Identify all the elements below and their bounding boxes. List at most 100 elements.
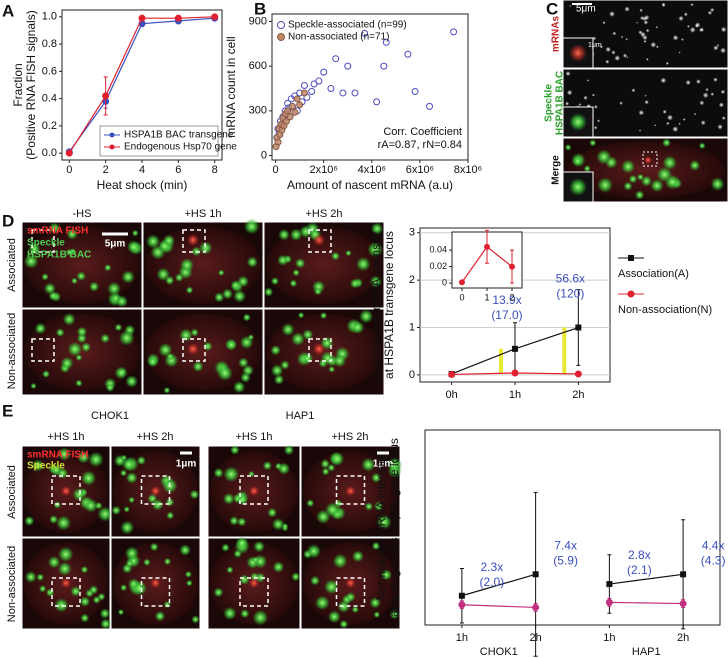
spot: [121, 270, 135, 284]
spot: [56, 515, 72, 531]
x-tick-label: 1: [484, 292, 489, 302]
spot: [282, 523, 289, 530]
spot: [720, 47, 727, 54]
spot: [67, 341, 83, 357]
scatter-point: [411, 87, 419, 95]
spot: [720, 89, 726, 95]
spot: [233, 549, 243, 559]
spot: [361, 457, 376, 472]
spot: [179, 328, 193, 343]
spot: [217, 269, 225, 277]
spot: [681, 38, 684, 41]
spot: [104, 263, 112, 272]
x-tick-label: 6x10⁶: [406, 164, 434, 176]
legend-label: HSPA1B BAC transgene: [124, 130, 234, 141]
marker: [575, 324, 582, 331]
plot-frame: [424, 429, 721, 626]
spot: [76, 333, 87, 344]
spot: [223, 466, 240, 483]
spot: [65, 248, 74, 257]
spot: [291, 572, 301, 582]
fold-label: (2.1): [627, 563, 652, 577]
scatter-point: [274, 138, 282, 146]
spot: [710, 92, 715, 96]
scatter-point: [344, 62, 352, 70]
spot: [179, 257, 194, 273]
spot: [24, 571, 37, 583]
spot: [320, 458, 331, 469]
spot: [80, 470, 97, 486]
micrographs: [21, 0, 728, 630]
spot: [705, 87, 709, 92]
spot: [345, 486, 356, 496]
column-label: +HS 1h: [185, 208, 222, 220]
y-tick-label: 1: [409, 321, 415, 333]
spot: [30, 382, 37, 390]
spot: [314, 287, 322, 296]
marker: [679, 600, 687, 608]
y-tick-label: 0.0: [42, 147, 57, 159]
spot: [569, 4, 572, 7]
fold-label: (17.0): [491, 308, 522, 322]
spot: [154, 610, 166, 622]
roi-box: [182, 229, 206, 253]
spot: [120, 520, 135, 535]
marker: [512, 345, 518, 352]
spot: [237, 517, 247, 527]
spot: [631, 88, 636, 93]
spot: [700, 120, 706, 126]
scatter-point: [320, 68, 328, 76]
marker: [102, 92, 110, 100]
scatter-point: [332, 55, 340, 63]
roi-box: [140, 475, 171, 505]
spot: [374, 501, 384, 511]
spot: [321, 467, 330, 476]
x-tick-label: 4x10⁶: [358, 164, 386, 176]
spot: [644, 94, 647, 97]
spot: [655, 25, 659, 29]
marker: [627, 290, 635, 298]
panel-letter: D: [2, 211, 14, 230]
marker: [511, 369, 519, 377]
spot: [149, 542, 159, 552]
spot: [233, 380, 246, 394]
spot: [371, 541, 381, 551]
spot: [88, 281, 100, 292]
y-tick-label: 2: [409, 274, 415, 286]
roi-box: [308, 229, 332, 253]
x-tick-label: 8x10⁶: [454, 164, 482, 176]
spot: [166, 511, 175, 520]
cell-line-label: CHOK1: [91, 410, 129, 422]
fold-label: 2.8x: [628, 548, 651, 562]
spot: [128, 496, 135, 504]
x-tick-label: 2: [103, 164, 109, 176]
x-tick-label: 1h: [509, 389, 521, 401]
scatter-point: [339, 89, 347, 97]
spot: [189, 489, 200, 500]
spot: [370, 222, 384, 235]
x-tick-label: 0: [66, 164, 72, 176]
legend-marker: [277, 33, 285, 41]
marker: [458, 592, 465, 599]
y-axis-label: at HSPA1B transgene locus: [382, 231, 396, 379]
roi-box: [182, 338, 206, 362]
spot: [644, 156, 652, 164]
spot: [717, 124, 723, 130]
spot: [351, 550, 364, 563]
spot: [277, 254, 289, 266]
spot: [596, 119, 601, 123]
spot: [88, 451, 104, 468]
marker: [574, 370, 582, 378]
spot: [665, 61, 669, 66]
spot: [117, 608, 125, 616]
row-label: Non-associated: [6, 546, 18, 622]
marker: [532, 571, 539, 578]
x-axis-label: Amount of nascent mRNA (a.u): [287, 178, 453, 192]
fold-label: 4.4x: [702, 538, 725, 552]
roi-box: [31, 338, 55, 362]
spot: [643, 39, 647, 43]
spot: [92, 595, 101, 604]
spot: [62, 312, 76, 326]
spot: [644, 99, 649, 105]
spot: [634, 190, 645, 200]
